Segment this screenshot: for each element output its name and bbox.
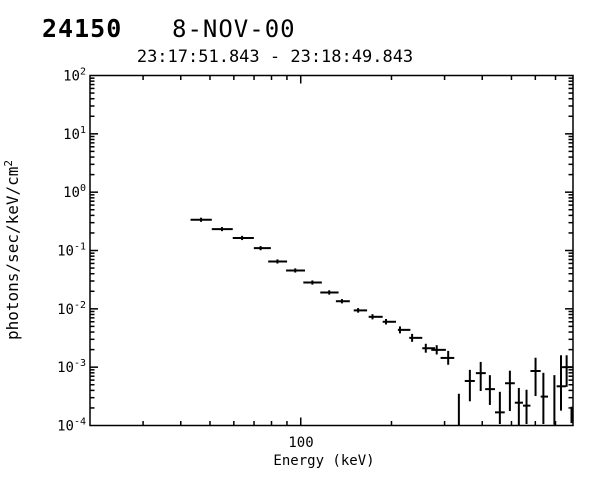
- y-tick-exponent: -3: [74, 358, 86, 369]
- data-point: [190, 217, 212, 222]
- y-axis-tick-label: 101: [63, 125, 86, 143]
- data-point: [335, 299, 350, 304]
- y-axis-tick-label: 10-3: [57, 358, 86, 376]
- data-point: [562, 355, 573, 387]
- data-point: [505, 370, 515, 412]
- data-point: [485, 375, 496, 405]
- plot-frame: [89, 74, 574, 427]
- y-tick-exponent: -2: [74, 300, 86, 311]
- y-axis-title-exponent: 2: [2, 160, 15, 167]
- y-axis-title: photons/sec/keV/cm2: [2, 160, 22, 340]
- data-point: [495, 391, 505, 425]
- data-point: [232, 235, 254, 241]
- y-tick-exponent: 2: [80, 67, 86, 78]
- y-axis-title-text: photons/sec/keV/cm2: [2, 160, 22, 340]
- flare-number-title: 24150: [42, 14, 122, 43]
- y-tick-exponent: 1: [80, 125, 86, 136]
- data-point: [409, 333, 423, 342]
- y-axis-tick-label: 10-4: [57, 417, 86, 435]
- data-point: [431, 345, 446, 355]
- data-point: [475, 361, 486, 392]
- y-axis-tick-label: 10-1: [57, 242, 86, 260]
- data-point: [556, 355, 566, 411]
- data-point: [382, 318, 396, 325]
- data-point: [253, 246, 271, 251]
- data-point: [540, 372, 549, 425]
- data-point: [368, 314, 383, 320]
- data-series: [190, 217, 573, 426]
- data-point: [530, 357, 541, 397]
- y-axis-tick-label: 102: [63, 67, 86, 85]
- time-range-subtitle: 23:17:51.843 - 23:18:49.843: [137, 47, 413, 67]
- x-axis-tick-label-100: 100: [288, 435, 313, 451]
- y-axis-tick-label: 100: [63, 183, 86, 201]
- data-point: [211, 227, 233, 232]
- data-point: [522, 389, 531, 425]
- data-point: [303, 280, 322, 285]
- data-point: [440, 350, 455, 365]
- data-point: [397, 326, 411, 334]
- data-point: [514, 387, 523, 425]
- data-point: [353, 308, 368, 313]
- y-tick-exponent: 0: [80, 183, 86, 194]
- data-point: [286, 268, 305, 273]
- data-point: [464, 369, 475, 402]
- y-axis-tick-label: 10-2: [57, 300, 86, 318]
- y-tick-exponent: -1: [74, 242, 86, 253]
- data-point: [422, 343, 436, 353]
- x-axis-title: Energy (keV): [273, 453, 374, 469]
- plot-axes: [89, 74, 574, 427]
- data-point: [320, 290, 339, 295]
- data-point: [268, 259, 288, 264]
- y-tick-exponent: -4: [74, 417, 86, 428]
- date-title: 8-NOV-00: [172, 15, 296, 43]
